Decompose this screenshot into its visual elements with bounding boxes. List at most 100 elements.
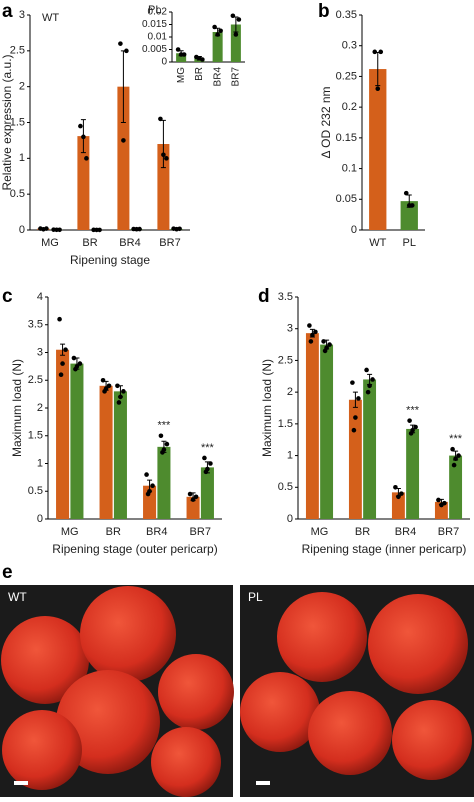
tomato [80,586,176,682]
data-point [146,492,151,497]
data-point [63,347,68,352]
data-point [366,390,371,395]
tomato [277,592,367,682]
data-point [436,498,441,503]
data-point [72,356,77,361]
data-point [407,418,412,423]
y-tick-label: 0.25 [336,70,357,82]
y-tick-label: 0.015 [142,19,167,30]
data-point [356,396,361,401]
y-tick-label: 0 [351,224,357,236]
data-point [307,323,312,328]
y-tick-label: 2 [37,402,43,414]
data-point [102,389,107,394]
y-tick-label: 0.1 [342,162,357,174]
data-point [197,56,202,61]
y-tick-label: 0.2 [342,101,357,113]
y-tick-label: 0.5 [28,485,43,497]
data-point [409,431,414,436]
photo-label: WT [8,590,27,604]
data-point [231,13,236,18]
data-point [164,156,169,161]
bar [320,345,333,519]
y-tick-label: 0.15 [336,132,357,144]
x-tick-label: BR4 [212,67,223,87]
y-tick-label: 4 [37,291,43,303]
x-tick-label: WT [369,237,386,249]
data-point [134,227,139,232]
y-tick-label: 3 [287,323,293,335]
data-point [323,349,328,354]
tomato [392,700,472,780]
data-point [396,495,401,500]
x-tick-label: BR [355,526,370,538]
data-point [121,138,126,143]
y-tick-label: 3.5 [28,319,43,331]
data-point [118,395,123,400]
data-point [452,463,457,468]
data-point [115,384,120,389]
data-point [439,503,444,508]
y-tick-label: 1 [37,457,43,469]
x-tick-label: BR7 [438,526,459,538]
data-point [160,450,165,455]
y-tick-label: 2.5 [28,374,43,386]
data-point [407,203,412,208]
data-point [353,415,358,420]
data-point [204,470,209,475]
scale-bar [14,781,28,785]
y-axis-label: Δ OD 232 nm [319,86,333,158]
y-tick-label: 2 [19,81,25,93]
x-tick-label: MG [176,67,187,83]
photo-label: PL [248,590,263,604]
data-point [370,377,375,382]
data-point [393,485,398,490]
y-tick-label: 1 [287,449,293,461]
photo-pl: PL [240,585,474,797]
chart-title: PL [148,4,161,16]
x-tick-label: BR7 [231,67,242,87]
y-tick-label: 0 [19,224,25,236]
x-tick-label: BR7 [190,526,211,538]
bar [363,379,376,519]
data-point [150,483,155,488]
bar [369,69,386,230]
data-point [101,378,106,383]
chart-title: WT [42,12,59,24]
y-tick-label: 0.01 [148,32,168,43]
data-point [118,41,123,46]
data-point [237,17,242,22]
x-tick-label: BR4 [395,526,416,538]
panel-letter: b [318,1,330,22]
bar [100,386,113,519]
annotation: *** [158,420,172,432]
x-axis-label: Ripening stage [70,253,150,267]
x-tick-label: BR4 [119,237,140,249]
y-tick-label: 0 [287,513,293,525]
data-point [57,317,62,322]
y-axis-label: Maximum load (N) [10,359,24,457]
y-axis-label: Maximum load (N) [260,359,274,457]
x-tick-label: BR7 [159,237,180,249]
data-point [378,50,383,55]
data-point [350,380,355,385]
data-point [364,368,369,373]
y-tick-label: 1.5 [278,418,293,430]
y-tick-label: 0 [161,57,167,68]
y-tick-label: 0 [37,513,43,525]
annotation: *** [201,442,215,454]
data-point [121,389,126,394]
tomato [240,672,320,752]
data-point [188,492,193,497]
y-tick-label: 3.5 [278,291,293,303]
data-point [234,32,239,37]
data-point [84,156,89,161]
y-tick-label: 0.3 [342,40,357,52]
data-point [176,47,181,52]
data-point [174,227,179,232]
data-point [54,227,59,232]
tomato [368,594,468,694]
data-point [59,372,64,377]
y-tick-label: 2.5 [278,354,293,366]
y-tick-label: 0.05 [336,193,357,205]
